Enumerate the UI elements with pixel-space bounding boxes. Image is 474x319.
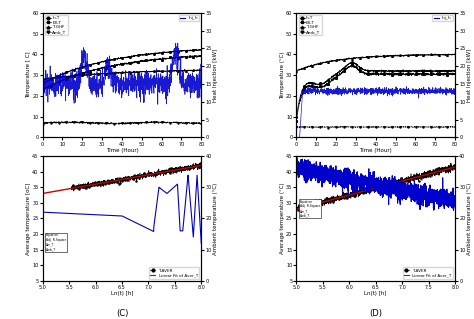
X-axis label: Ln(t) [h]: Ln(t) [h] <box>365 291 387 296</box>
Linear Fit of Aver_T <box>117 178 123 182</box>
Linear Fit of Aver_T <box>194 164 200 168</box>
Y-axis label: Temperature (°C): Temperature (°C) <box>280 51 284 99</box>
X-axis label: Time (Hour): Time (Hour) <box>359 148 392 153</box>
Legend: T-AVER, Linear Fit of Aver_T: T-AVER, Linear Fit of Aver_T <box>149 267 199 278</box>
Linear Fit of Aver_T <box>419 174 424 178</box>
T-AVER <box>419 174 424 178</box>
T-AVER <box>117 176 123 180</box>
Line: T-AVER: T-AVER <box>71 162 202 192</box>
Text: Equation
Adj. R-Square
Avr_T
Amb_T: Equation Adj. R-Square Avr_T Amb_T <box>300 200 320 218</box>
Y-axis label: Ambient temperature (°C): Ambient temperature (°C) <box>213 182 218 255</box>
T-AVER <box>447 168 453 172</box>
Legend: In-T, EX-T, T-GHF, Amb_T: In-T, EX-T, T-GHF, Amb_T <box>45 15 68 35</box>
Text: (B): (B) <box>370 165 382 174</box>
T-AVER <box>199 165 204 168</box>
X-axis label: Time (Hour): Time (Hour) <box>106 148 138 153</box>
Text: (C): (C) <box>116 308 128 318</box>
Y-axis label: Ambient temperature (°C): Ambient temperature (°C) <box>467 182 472 255</box>
Linear Fit of Aver_T <box>113 179 118 182</box>
Y-axis label: Average temperature (°C): Average temperature (°C) <box>280 182 284 254</box>
Line: Linear Fit of Aver_T: Linear Fit of Aver_T <box>43 166 201 194</box>
X-axis label: Ln(t) [h]: Ln(t) [h] <box>111 291 133 296</box>
Linear Fit of Aver_T <box>48 190 54 194</box>
T-AVER <box>293 205 299 209</box>
T-AVER <box>194 163 200 167</box>
Legend: Inj_h: Inj_h <box>432 15 453 21</box>
Text: (A): (A) <box>116 165 128 174</box>
T-AVER <box>113 179 118 183</box>
T-AVER <box>452 165 458 169</box>
Linear Fit of Aver_T <box>164 169 170 173</box>
Text: Equation
Adj. R-Square
Avr_T
Amb_T: Equation Adj. R-Square Avr_T Amb_T <box>46 234 66 251</box>
Y-axis label: Heat Injection [kW]: Heat Injection [kW] <box>467 48 472 102</box>
Line: Linear Fit of Aver_T: Linear Fit of Aver_T <box>296 167 455 209</box>
T-AVER <box>294 210 300 214</box>
T-AVER <box>371 186 376 190</box>
Y-axis label: Average temperature [oC]: Average temperature [oC] <box>26 182 31 255</box>
Linear Fit of Aver_T <box>447 166 453 170</box>
T-AVER <box>447 171 453 175</box>
Linear Fit of Aver_T <box>447 166 453 170</box>
Linear Fit of Aver_T <box>366 188 372 192</box>
Linear Fit of Aver_T <box>301 205 307 209</box>
Linear Fit of Aver_T <box>293 207 299 211</box>
Y-axis label: Heat Injection [kW]: Heat Injection [kW] <box>213 48 218 102</box>
Linear Fit of Aver_T <box>40 192 46 196</box>
Legend: T-AVER, Linear Fit of Aver_T: T-AVER, Linear Fit of Aver_T <box>403 267 453 278</box>
T-AVER <box>194 163 200 167</box>
Line: T-AVER: T-AVER <box>296 162 456 212</box>
Linear Fit of Aver_T <box>194 164 200 168</box>
T-AVER <box>164 170 170 174</box>
T-AVER <box>366 189 372 193</box>
Linear Fit of Aver_T <box>452 165 458 169</box>
Linear Fit of Aver_T <box>199 164 204 167</box>
T-AVER <box>302 203 308 207</box>
Legend: In-T, EX-T, T-GHF, Amb_T: In-T, EX-T, T-GHF, Amb_T <box>299 15 321 35</box>
Text: (D): (D) <box>369 308 382 318</box>
T-AVER <box>448 161 454 165</box>
Linear Fit of Aver_T <box>371 187 376 190</box>
Legend: Inj_h: Inj_h <box>179 15 199 21</box>
Y-axis label: Temperature [ C]: Temperature [ C] <box>26 52 31 98</box>
